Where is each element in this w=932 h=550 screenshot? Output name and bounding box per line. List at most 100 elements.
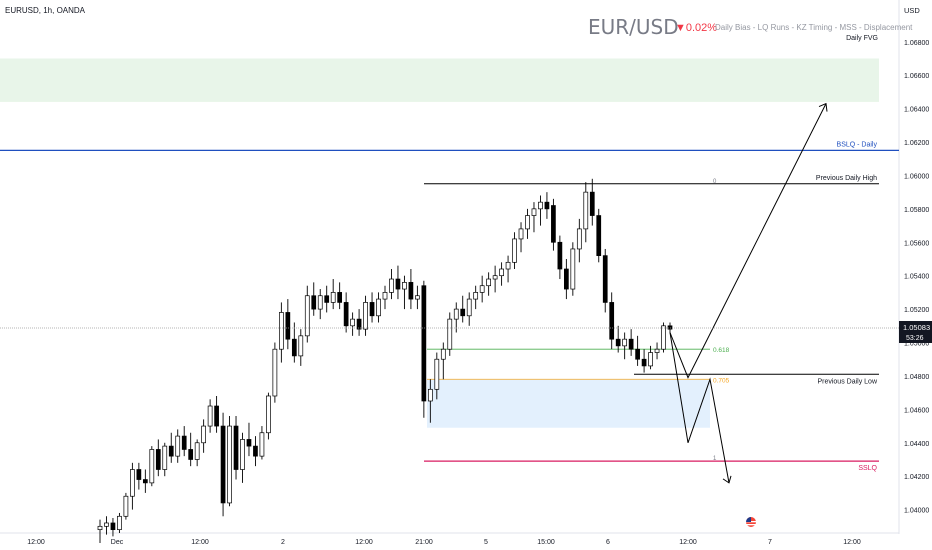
bull-candle bbox=[201, 425, 206, 444]
ote-zone bbox=[427, 379, 710, 428]
bullish-arrowhead bbox=[818, 102, 828, 112]
price-tick-label: 1.05000 bbox=[904, 341, 929, 348]
bear-candle bbox=[395, 278, 401, 290]
bull-candle bbox=[317, 295, 323, 310]
time-tick-label: 5 bbox=[484, 539, 488, 546]
bear-candle bbox=[343, 302, 349, 327]
bull-candle bbox=[499, 268, 504, 277]
fib-1-label: 1 bbox=[713, 456, 717, 462]
bear-candle bbox=[408, 282, 414, 300]
bull-candle bbox=[330, 292, 336, 303]
bull-candle bbox=[654, 348, 660, 353]
bear-candle bbox=[551, 205, 556, 243]
bear-candle bbox=[220, 425, 226, 504]
time-tick-label: 12:00 bbox=[191, 539, 209, 546]
bull-candle bbox=[259, 432, 265, 457]
us-flag-icon[interactable] bbox=[746, 517, 756, 527]
bull-candle bbox=[648, 352, 653, 367]
bull-candle bbox=[415, 295, 420, 300]
price-tick-label: 1.04600 bbox=[904, 407, 929, 414]
price-badge bbox=[899, 321, 932, 343]
bear-candle bbox=[188, 449, 194, 460]
bull-candle bbox=[505, 261, 511, 270]
price-tick-label: 1.06800 bbox=[904, 40, 929, 47]
projection-paths bbox=[669, 102, 828, 484]
bear-candle bbox=[421, 285, 427, 402]
bear-candle bbox=[589, 191, 595, 216]
time-tick-label: 2 bbox=[281, 539, 285, 546]
bear-candle bbox=[285, 312, 291, 340]
price-tick-label: 1.04200 bbox=[904, 474, 929, 481]
bear-candle bbox=[291, 338, 297, 357]
time-tick-label: 12:00 bbox=[27, 539, 45, 546]
change-percent: ▼0.02% bbox=[675, 22, 717, 34]
bearish-arrowhead bbox=[722, 475, 732, 484]
bull-candle bbox=[272, 348, 278, 397]
bull-candle bbox=[512, 238, 517, 263]
fib-618-label: 0.618 bbox=[713, 347, 730, 354]
bear-candle bbox=[253, 445, 258, 457]
symbol-title: EURUSD, 1h, OANDA bbox=[5, 6, 86, 15]
bull-candle bbox=[473, 292, 479, 300]
bear-candle bbox=[369, 302, 375, 317]
time-tick-label: 6 bbox=[606, 539, 610, 546]
bearish-projection-path bbox=[669, 332, 730, 483]
bear-candle bbox=[635, 348, 640, 360]
bull-candle bbox=[389, 278, 394, 293]
price-badge-countdown: 53:26 bbox=[906, 335, 924, 342]
level-lines: Daily FVG BSLQ - Daily Previous Daily High… bbox=[0, 35, 899, 472]
candlestick-series bbox=[97, 178, 673, 544]
bull-candle bbox=[279, 312, 284, 350]
bull-candle bbox=[538, 201, 543, 210]
pair-title: EUR/USD bbox=[588, 15, 679, 39]
bull-candle bbox=[97, 525, 103, 531]
bull-candle bbox=[162, 445, 168, 470]
bear-candle bbox=[214, 405, 219, 427]
price-tick-label: 1.06000 bbox=[904, 173, 929, 180]
price-tick-label: 1.06400 bbox=[904, 107, 929, 114]
time-tick-label: 15:00 bbox=[537, 539, 555, 546]
daily-fvg-label: Daily FVG bbox=[846, 35, 878, 42]
bull-candle bbox=[266, 395, 271, 434]
price-tick-label: 1.05600 bbox=[904, 240, 929, 247]
bull-candle bbox=[207, 405, 213, 427]
bear-candle bbox=[609, 302, 615, 340]
price-tick-label: 1.06200 bbox=[904, 140, 929, 147]
bear-candle bbox=[136, 469, 142, 480]
fib-705-label: 0.705 bbox=[713, 377, 730, 384]
bull-candle bbox=[104, 522, 109, 527]
time-axis-ticks: 12:00 Dec 12:00 2 12:00 21:00 5 15:00 6 12:00 7 12:… bbox=[27, 539, 861, 546]
bull-candle bbox=[175, 435, 181, 457]
bull-candle bbox=[427, 388, 433, 402]
bear-candle bbox=[564, 268, 569, 290]
bull-candle bbox=[492, 275, 498, 280]
price-tick-label: 1.04800 bbox=[904, 374, 929, 381]
price-axis-ticks: 1.06800 1.06600 1.06400 1.06200 1.06000 1.058… bbox=[904, 40, 929, 515]
time-tick-label: 12:00 bbox=[843, 539, 861, 546]
bull-candle bbox=[518, 228, 524, 240]
bull-candle bbox=[298, 335, 304, 357]
bull-candle bbox=[466, 298, 472, 317]
bull-candle bbox=[194, 442, 200, 460]
time-tick-label: 12:00 bbox=[355, 539, 373, 546]
bear-candle bbox=[628, 338, 634, 350]
price-tick-label: 1.06600 bbox=[904, 73, 929, 80]
bull-candle bbox=[402, 282, 407, 290]
price-tick-label: 1.05400 bbox=[904, 274, 929, 281]
bull-candle bbox=[447, 318, 453, 350]
bull-candle bbox=[583, 191, 589, 230]
bull-candle bbox=[123, 495, 129, 517]
price-tick-label: 1.05800 bbox=[904, 207, 929, 214]
bear-candle bbox=[233, 425, 239, 470]
bull-candle bbox=[576, 228, 582, 250]
bull-candle bbox=[453, 308, 459, 320]
bullish-projection-path bbox=[669, 103, 827, 379]
time-tick-label: 12:00 bbox=[679, 539, 697, 546]
currency-label: USD bbox=[904, 6, 920, 15]
bear-candle bbox=[324, 295, 330, 303]
bull-candle bbox=[350, 318, 355, 327]
bear-candle bbox=[155, 449, 161, 470]
strategy-label: Daily Bias - LQ Runs - KZ Timing - MSS -… bbox=[715, 23, 913, 32]
time-tick-label: Dec bbox=[111, 539, 124, 546]
